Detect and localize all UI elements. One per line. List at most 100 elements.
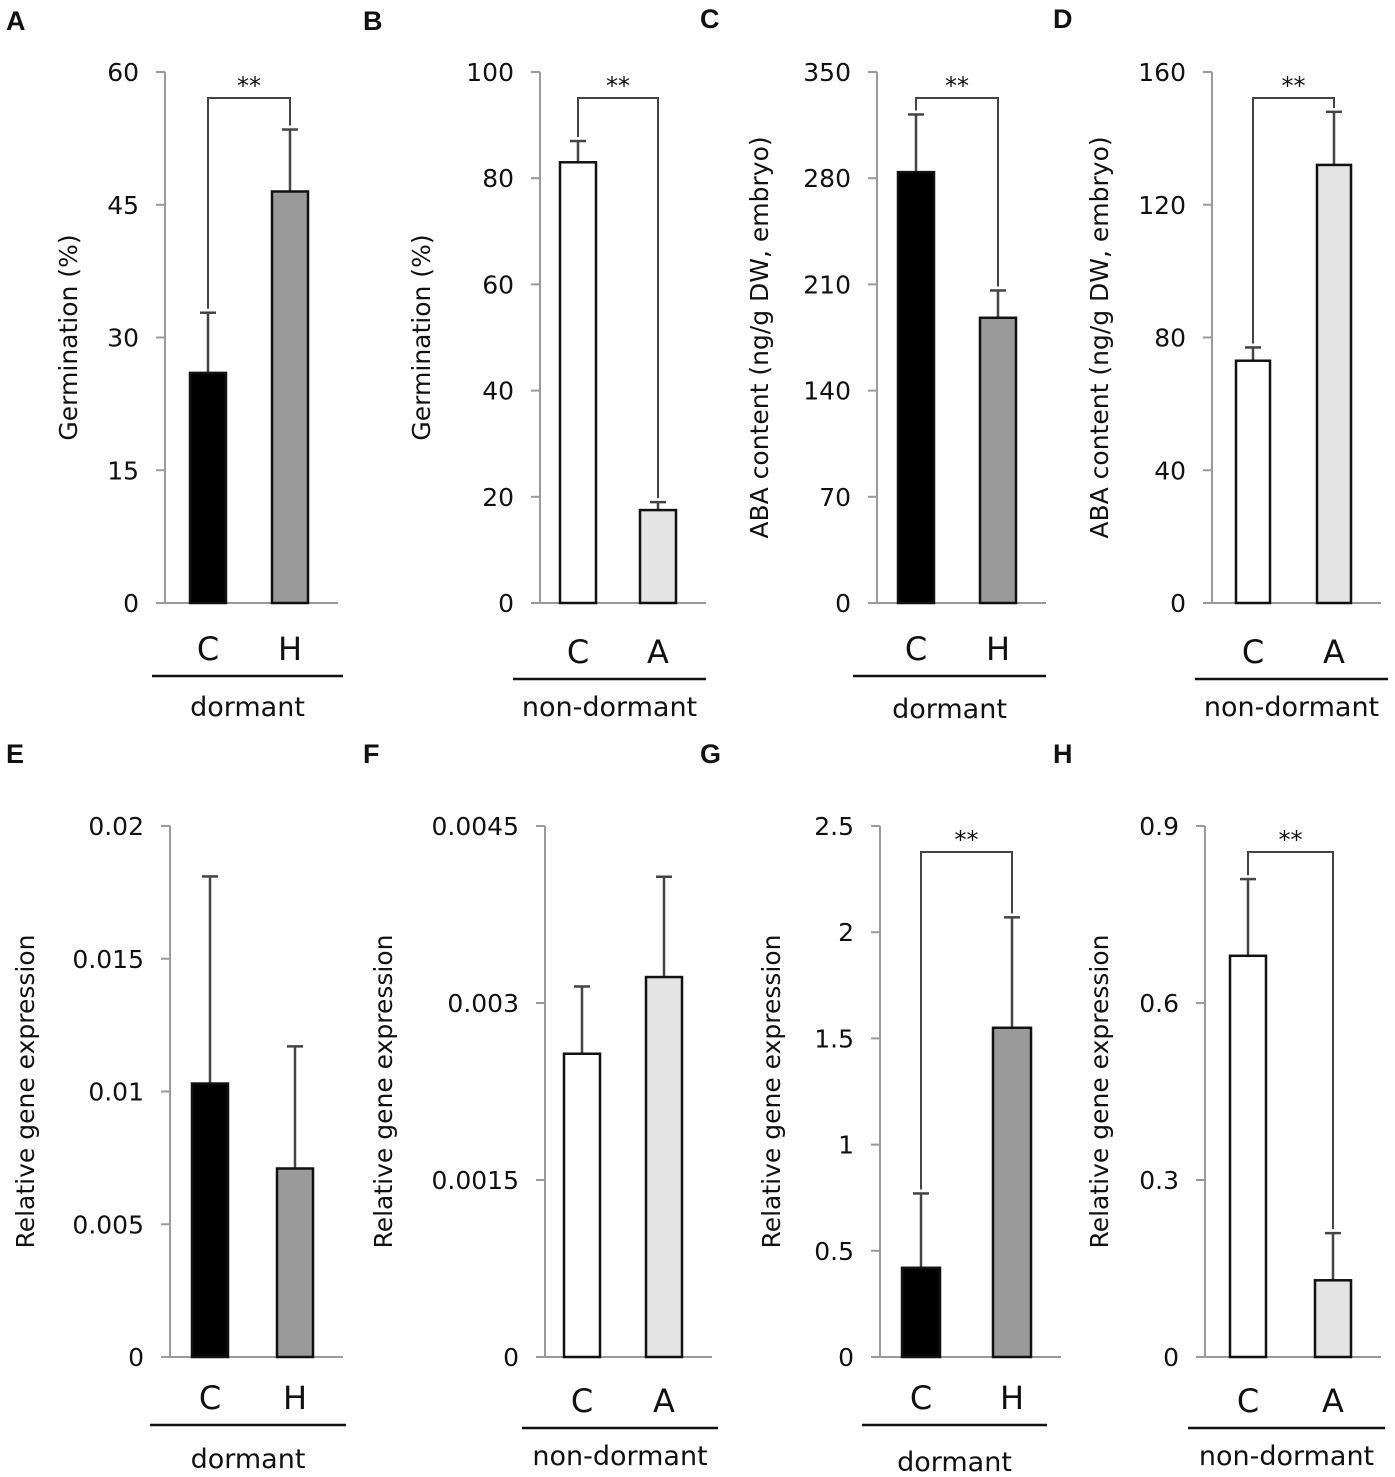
panel-d: D 0 40 80 120 160 ABA content (ng/g DW, embryo…: [1053, 4, 1388, 723]
panel-g: G 0 0.5 1 1.5 2 2.5 Relative gene expression C Hd…: [700, 739, 1061, 1477]
y-tick-label: 0: [1163, 1343, 1179, 1372]
bar-c: [188, 371, 228, 605]
y-tick-label: 140: [803, 377, 851, 406]
significance-bracket: [915, 97, 999, 287]
y-tick-label: 350: [803, 58, 851, 87]
y-tick-label: 0.3: [1139, 1166, 1179, 1195]
panel-b: B 0 20 40 60 80 100 Germination (%) C Anon-dorman…: [363, 6, 706, 723]
y-tick-label: 0: [128, 1343, 144, 1372]
category-label: C: [199, 1379, 221, 1417]
y-tick-label: 15: [107, 456, 139, 485]
category-label: A: [1322, 1382, 1344, 1420]
y-tick-label: 1.5: [814, 1024, 854, 1053]
y-tick-label: 0: [1170, 589, 1186, 618]
y-tick-label: 20: [482, 483, 514, 512]
category-label: A: [647, 633, 669, 671]
y-tick-label: 0.5: [814, 1237, 854, 1266]
y-tick-label: 0.02: [88, 812, 144, 841]
panel-letter: E: [6, 739, 24, 769]
group-label: dormant: [190, 692, 305, 723]
bar-a: [1313, 1279, 1353, 1359]
bar-c: [190, 1082, 230, 1359]
category-label: C: [910, 1379, 932, 1417]
significance-bracket: [207, 97, 291, 309]
y-tick-label: 0: [503, 1343, 519, 1372]
bar-a: [644, 975, 684, 1359]
significance-bracket: [1252, 97, 1335, 344]
significance-marker: **: [945, 72, 969, 100]
y-tick-label: 80: [482, 164, 514, 193]
y-tick-label: 40: [1154, 456, 1186, 485]
significance-marker: **: [955, 826, 979, 854]
y-axis-title: Germination (%): [407, 234, 436, 440]
y-tick-label: 280: [803, 164, 851, 193]
panel-c: C 0 70 140 210 280 350 ABA content (ng/g DW, em…: [700, 4, 1046, 725]
y-tick-label: 0: [498, 589, 514, 618]
panel-letter: G: [700, 739, 721, 769]
category-label: A: [653, 1382, 675, 1420]
category-label: H: [1000, 1379, 1024, 1417]
bar-c: [558, 161, 598, 605]
y-tick-label: 0.003: [447, 989, 519, 1018]
category-label: C: [567, 633, 589, 671]
significance-bracket: [920, 851, 1013, 1190]
panel-e: E 0 0.005 0.01 0.015 0.02 Relative gene expres…: [6, 739, 346, 1475]
panel-h: H 0 0.3 0.6 0.9 Relative gene expression C Anon…: [1053, 739, 1385, 1472]
y-tick-label: 0.015: [72, 945, 144, 974]
group-label: dormant: [892, 694, 1007, 725]
category-label: H: [283, 1379, 307, 1417]
y-tick-label: 0.0015: [432, 1166, 519, 1195]
y-tick-label: 45: [107, 191, 139, 220]
group-label: non-dormant: [522, 692, 697, 723]
bar-c: [900, 1266, 942, 1359]
y-tick-label: 0: [835, 589, 851, 618]
panel-letter: F: [363, 739, 380, 769]
bar-h: [275, 1167, 315, 1359]
y-tick-label: 60: [107, 58, 139, 87]
category-label: C: [1237, 1382, 1259, 1420]
y-tick-label: 0: [838, 1343, 854, 1372]
y-axis-title: Relative gene expression: [369, 934, 398, 1248]
y-tick-label: 2.5: [814, 812, 854, 841]
group-label: dormant: [191, 1444, 306, 1475]
y-axis-title: Relative gene expression: [1085, 934, 1114, 1248]
y-tick-label: 100: [466, 58, 514, 87]
y-axis-title: Relative gene expression: [11, 934, 40, 1248]
y-axis-title: Germination (%): [54, 234, 83, 440]
y-tick-label: 1: [838, 1131, 854, 1160]
y-tick-label: 210: [803, 270, 851, 299]
y-tick-label: 80: [1154, 324, 1186, 353]
y-tick-label: 2: [838, 918, 854, 947]
y-tick-label: 0.01: [88, 1078, 144, 1107]
y-tick-label: 0.0045: [432, 812, 519, 841]
bar-c: [1234, 359, 1272, 605]
y-axis-title: ABA content (ng/g DW, embryo): [1085, 136, 1114, 538]
y-tick-label: 40: [482, 377, 514, 406]
group-label: non-dormant: [1199, 1441, 1374, 1472]
y-tick-label: 0: [123, 589, 139, 618]
significance-marker: **: [606, 72, 630, 100]
bar-h: [270, 190, 310, 605]
significance-marker: **: [1282, 72, 1306, 100]
significance-bracket: [1247, 851, 1334, 1230]
y-axis-title: ABA content (ng/g DW, embryo): [745, 136, 774, 538]
group-label: non-dormant: [1204, 692, 1379, 723]
panel-letter: D: [1053, 4, 1073, 34]
y-tick-label: 0.6: [1139, 989, 1179, 1018]
panel-letter: C: [700, 4, 720, 34]
bar-a: [638, 508, 678, 605]
bar-h: [978, 316, 1018, 605]
panel-letter: A: [6, 6, 26, 36]
category-label: H: [986, 630, 1010, 668]
bar-h: [991, 1026, 1033, 1359]
panel-letter: B: [363, 6, 383, 36]
y-tick-label: 0.9: [1139, 812, 1179, 841]
category-label: H: [278, 630, 302, 668]
y-tick-label: 30: [107, 324, 139, 353]
y-tick-label: 0.005: [72, 1210, 144, 1239]
y-tick-label: 120: [1138, 191, 1186, 220]
category-label: C: [197, 630, 219, 668]
category-label: C: [905, 630, 927, 668]
